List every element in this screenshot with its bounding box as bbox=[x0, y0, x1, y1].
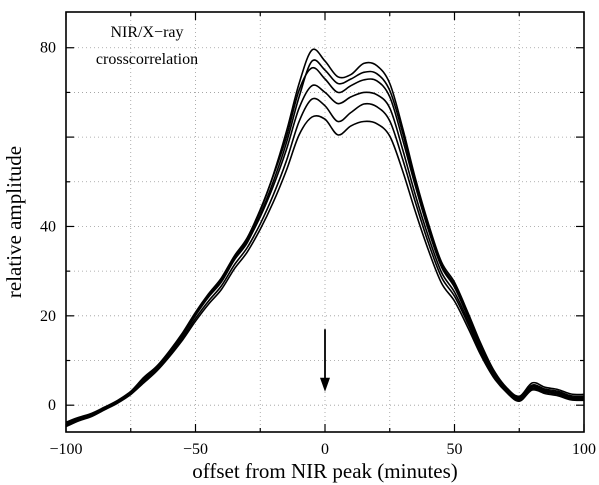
annotation-line-1: NIR/X−ray bbox=[110, 24, 183, 41]
annotation-line-2: crosscorrelation bbox=[96, 51, 198, 68]
x-tick-label: 50 bbox=[447, 441, 463, 458]
x-tick-label: 0 bbox=[321, 441, 329, 458]
x-axis-title: offset from NIR peak (minutes) bbox=[192, 459, 458, 483]
series-line-5 bbox=[65, 97, 585, 426]
y-tick-label: 20 bbox=[40, 308, 56, 325]
y-tick-label: 80 bbox=[40, 40, 56, 57]
y-tick-label: 40 bbox=[40, 218, 56, 235]
tick-labels: −100 −50 0 50 100 0 20 40 80 bbox=[40, 40, 596, 458]
x-tick-label: 100 bbox=[572, 441, 596, 458]
arrow-marker bbox=[320, 329, 330, 392]
y-axis-title: relative amplitude bbox=[2, 146, 26, 298]
y-tick-label: 0 bbox=[48, 397, 56, 414]
series-line-6 bbox=[65, 114, 585, 428]
axis-ticks bbox=[65, 12, 585, 432]
x-tick-label: −100 bbox=[49, 441, 82, 458]
arrow-head bbox=[320, 377, 330, 392]
series-lines bbox=[65, 48, 585, 428]
x-tick-label: −50 bbox=[183, 441, 208, 458]
